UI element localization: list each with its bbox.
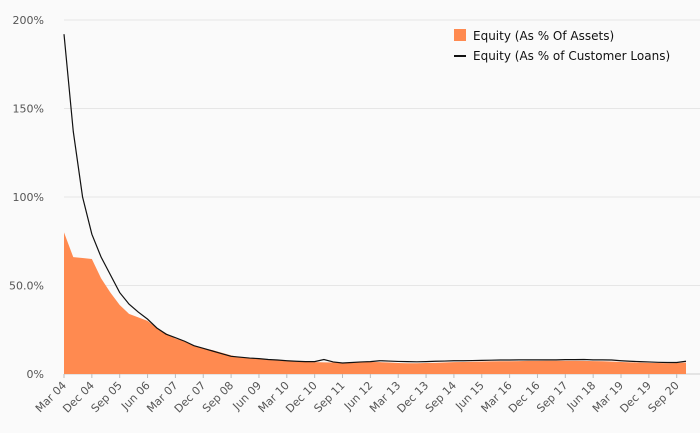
x-tick-label-2: Sep 05	[89, 379, 125, 415]
x-tick-label-22: Sep 20	[646, 379, 682, 415]
x-tick-label-6: Sep 08	[200, 379, 236, 415]
y-tick-label-50: 50.0%	[9, 280, 44, 293]
x-tick-label-14: Sep 14	[423, 379, 459, 415]
y-axis-ticks: 0% 50.0% 100% 150% 200%	[9, 14, 44, 381]
y-tick-label-150: 150%	[13, 103, 44, 116]
legend-label-loans: Equity (As % of Customer Loans)	[473, 49, 670, 63]
grid-lines	[64, 19, 700, 375]
series-line-equity-loans	[63, 34, 687, 364]
y-tick-label-200: 200%	[13, 14, 44, 27]
x-tick-label-18: Sep 17	[534, 379, 570, 415]
x-tick-label-10: Sep 11	[311, 379, 347, 415]
plot-area	[63, 34, 687, 374]
y-tick-label-100: 100%	[13, 191, 44, 204]
series-area-equity-assets	[64, 232, 686, 374]
y-tick-label-0: 0%	[27, 368, 44, 381]
legend-swatch-assets	[454, 29, 466, 41]
legend-label-assets: Equity (As % Of Assets)	[473, 29, 614, 43]
legend: Equity (As % Of Assets) Equity (As % of …	[454, 29, 670, 63]
